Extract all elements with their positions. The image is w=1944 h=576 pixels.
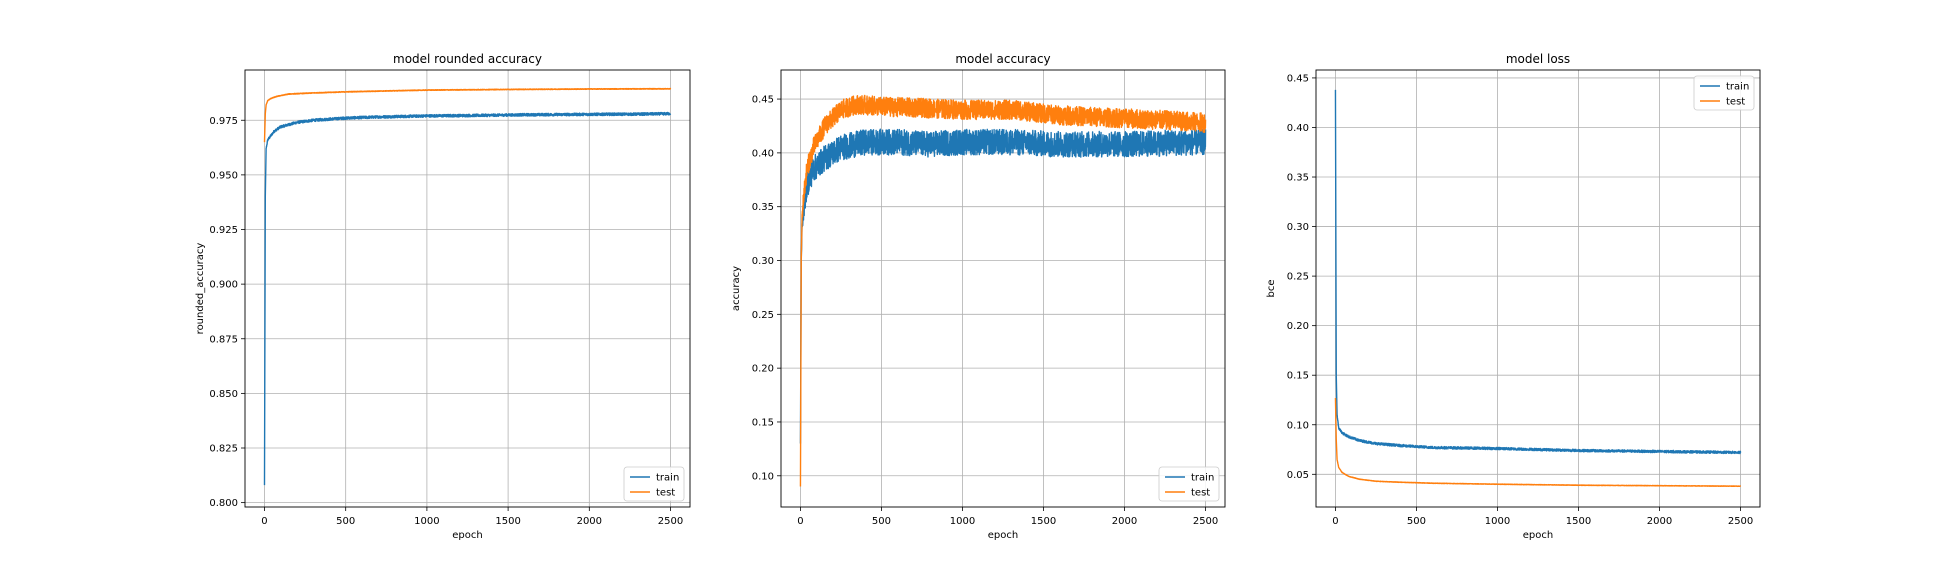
series-line-train bbox=[263, 111, 672, 486]
chart-accuracy: model accuracy epoch accuracy 0 500 1000 15… bbox=[731, 52, 1226, 541]
axes-frame bbox=[780, 69, 1226, 508]
x-axis-label: epoch bbox=[988, 530, 1018, 541]
chart-title: model accuracy bbox=[955, 52, 1050, 66]
y-tick-label: 0.45 bbox=[752, 95, 774, 106]
x-tick-label: 1500 bbox=[1566, 516, 1591, 527]
x-tick-label: 2000 bbox=[577, 516, 602, 527]
series-group bbox=[799, 94, 1207, 487]
legend-label-test: test bbox=[656, 488, 675, 499]
x-tick-label: 1000 bbox=[414, 516, 439, 527]
y-tick-label: 0.20 bbox=[752, 364, 774, 375]
y-tick-label: 0.10 bbox=[752, 471, 774, 482]
y-tick-label: 0.875 bbox=[209, 334, 238, 345]
x-axis-label: epoch bbox=[452, 530, 482, 541]
y-axis-label: bce bbox=[1266, 280, 1277, 298]
y-tick-label: 0.40 bbox=[1287, 123, 1309, 134]
axes-frame bbox=[244, 69, 691, 508]
axes-frame bbox=[1315, 69, 1761, 508]
series-line-test bbox=[1334, 397, 1742, 488]
y-tick-label: 0.30 bbox=[752, 256, 774, 267]
y-tick-label: 0.35 bbox=[752, 202, 774, 213]
x-tick-label: 500 bbox=[872, 516, 891, 527]
y-tick-label: 0.45 bbox=[1287, 73, 1309, 84]
x-tick-label: 0 bbox=[797, 516, 803, 527]
x-tick-label: 0 bbox=[1332, 516, 1338, 527]
series-line-test bbox=[799, 94, 1207, 487]
x-tick-label: 500 bbox=[1407, 516, 1426, 527]
y-tick-label: 0.40 bbox=[752, 148, 774, 159]
series-group bbox=[1334, 89, 1742, 488]
legend-label-train: train bbox=[656, 473, 679, 484]
series-line-test bbox=[263, 87, 672, 143]
legend-label-train: train bbox=[1191, 473, 1214, 484]
x-tick-label: 1500 bbox=[1031, 516, 1056, 527]
grid bbox=[1316, 70, 1760, 507]
legend-label-train: train bbox=[1726, 82, 1749, 93]
y-tick-label: 0.25 bbox=[1287, 272, 1309, 283]
y-tick-label: 0.800 bbox=[209, 498, 238, 509]
series-line-train bbox=[799, 128, 1207, 444]
y-tick-label: 0.925 bbox=[209, 225, 238, 236]
series-group bbox=[263, 87, 672, 486]
x-axis-label: epoch bbox=[1523, 530, 1553, 541]
chart-title: model rounded accuracy bbox=[393, 52, 542, 66]
y-tick-label: 0.10 bbox=[1287, 420, 1309, 431]
x-tick-label: 2500 bbox=[1193, 516, 1218, 527]
y-tick-label: 0.15 bbox=[1287, 371, 1309, 382]
x-tick-label: 0 bbox=[261, 516, 267, 527]
y-tick-label: 0.25 bbox=[752, 310, 774, 321]
y-axis-label: rounded_accuracy bbox=[195, 243, 206, 335]
y-tick-label: 0.950 bbox=[209, 170, 238, 181]
legend-label-test: test bbox=[1726, 97, 1745, 108]
y-tick-label: 0.20 bbox=[1287, 321, 1309, 332]
legend-label-test: test bbox=[1191, 488, 1210, 499]
x-tick-label: 2000 bbox=[1647, 516, 1672, 527]
x-tick-label: 1000 bbox=[950, 516, 975, 527]
y-axis-label: accuracy bbox=[731, 266, 742, 311]
x-tick-label: 1500 bbox=[495, 516, 520, 527]
chart-loss: model loss epoch bce 0 500 1000 1500 2000 250… bbox=[1266, 52, 1761, 541]
grid bbox=[245, 70, 690, 507]
x-tick-label: 2000 bbox=[1112, 516, 1137, 527]
y-tick-label: 0.30 bbox=[1287, 222, 1309, 233]
x-tick-label: 2500 bbox=[1728, 516, 1753, 527]
series-line-train bbox=[1334, 89, 1742, 455]
y-tick-label: 0.35 bbox=[1287, 173, 1309, 184]
y-tick-label: 0.15 bbox=[752, 417, 774, 428]
x-tick-label: 2500 bbox=[658, 516, 683, 527]
y-tick-label: 0.05 bbox=[1287, 470, 1309, 481]
y-tick-label: 0.850 bbox=[209, 389, 238, 400]
x-tick-label: 500 bbox=[336, 516, 355, 527]
x-tick-label: 1000 bbox=[1485, 516, 1510, 527]
chart-title: model loss bbox=[1506, 52, 1570, 66]
chart-rounded-accuracy: model rounded accuracy epoch rounded_acc… bbox=[195, 52, 691, 541]
y-tick-label: 0.900 bbox=[209, 280, 238, 291]
y-tick-label: 0.825 bbox=[209, 444, 238, 455]
y-tick-label: 0.975 bbox=[209, 116, 238, 127]
